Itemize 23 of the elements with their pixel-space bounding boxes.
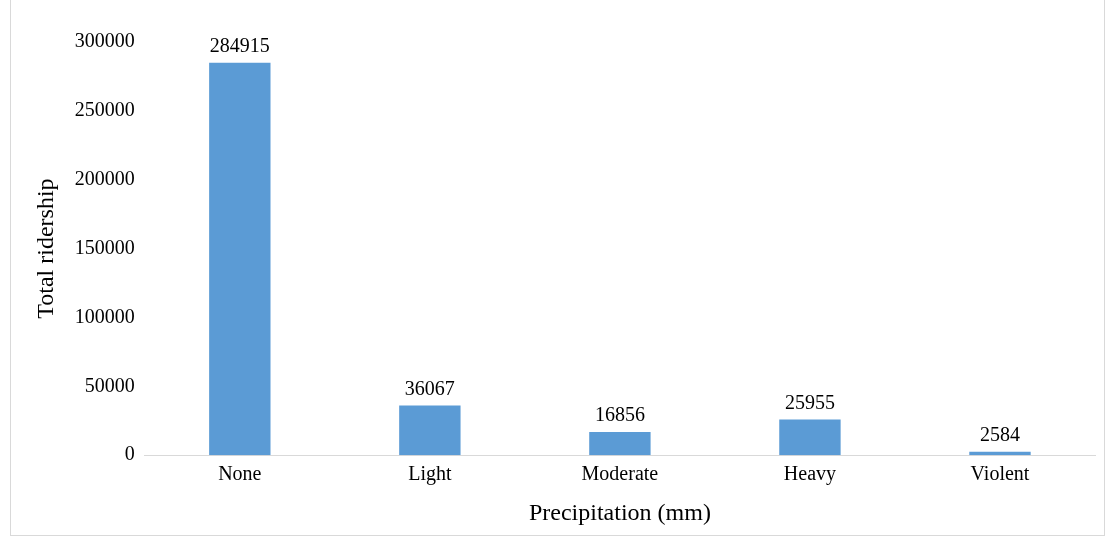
bar (589, 431, 651, 456)
data-label: 25955 (784, 390, 835, 413)
y-tick-label: 200000 (74, 166, 135, 189)
data-label: 36067 (404, 376, 455, 399)
x-tick-label: Violent (970, 462, 1030, 485)
y-tick-label: 50000 (84, 373, 135, 396)
x-tick-label: Light (408, 462, 452, 486)
y-tick-label: 300000 (74, 29, 135, 52)
y-tick-label: 250000 (74, 98, 135, 121)
bar (399, 405, 461, 456)
data-label: 16856 (594, 403, 645, 426)
y-axis-title: Total ridership (31, 178, 58, 319)
x-tick-label: Heavy (783, 462, 837, 486)
y-tick-label: 0 (124, 442, 135, 465)
bar (779, 419, 841, 456)
y-tick-label: 150000 (74, 235, 135, 258)
bar (209, 62, 271, 456)
y-tick-label: 100000 (74, 304, 135, 327)
x-tick-label: None (218, 462, 262, 485)
data-label: 2584 (979, 422, 1020, 445)
data-label: 284915 (209, 34, 270, 57)
x-axis-title: Precipitation (mm) (528, 498, 711, 525)
x-tick-label: Moderate (581, 462, 659, 485)
